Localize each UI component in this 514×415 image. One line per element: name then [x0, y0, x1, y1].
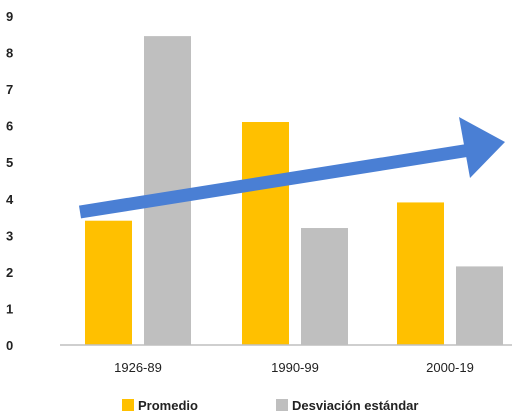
y-tick-label: 6	[6, 119, 13, 134]
x-axis-labels: 1926-89 1990-99 2000-19	[114, 360, 474, 375]
legend-swatch	[276, 399, 288, 411]
y-tick-label: 3	[6, 228, 13, 243]
trend-arrow	[78, 117, 505, 219]
bars	[85, 36, 503, 345]
y-tick-label: 7	[6, 82, 13, 97]
bar-promedio-1926-89	[85, 220, 132, 345]
legend-label: Promedio	[138, 398, 198, 413]
y-tick-label: 2	[6, 265, 13, 280]
x-tick-label: 2000-19	[426, 360, 474, 375]
y-tick-label: 8	[6, 46, 13, 61]
y-tick-label: 1	[6, 301, 13, 316]
y-tick-label: 9	[6, 9, 13, 24]
trend-arrow-shaft	[78, 143, 472, 219]
bar-promedio-2000-19	[397, 202, 444, 345]
y-tick-label: 0	[6, 338, 13, 353]
legend-label: Desviación estándar	[292, 398, 418, 413]
legend-swatch	[122, 399, 134, 411]
bar-promedio-1990-99	[242, 122, 289, 345]
x-tick-label: 1990-99	[271, 360, 319, 375]
trend-arrow-head	[459, 117, 505, 178]
bar-desviaci-n-est-ndar-1990-99	[301, 228, 348, 345]
y-tick-label: 4	[6, 192, 14, 207]
bar-desviaci-n-est-ndar-2000-19	[456, 266, 503, 345]
y-tick-label: 5	[6, 155, 13, 170]
x-tick-label: 1926-89	[114, 360, 162, 375]
legend: Promedio Desviación estándar	[122, 398, 418, 413]
y-axis-ticks: 0 1 2 3 4 5 6 7 8 9	[6, 9, 14, 353]
